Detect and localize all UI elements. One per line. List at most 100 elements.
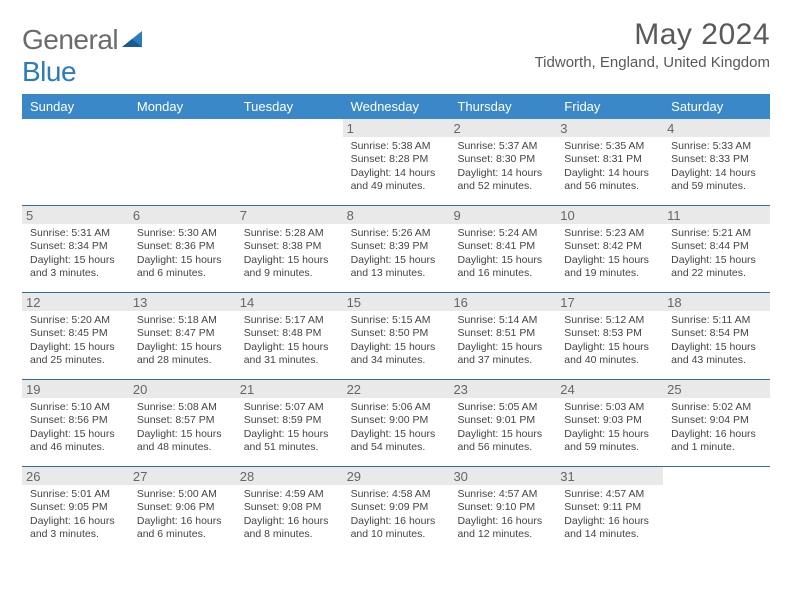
sunset-text: Sunset: 8:59 PM	[244, 414, 337, 427]
day-cell: 29Sunrise: 4:58 AMSunset: 9:09 PMDayligh…	[343, 467, 450, 553]
day-number: 3	[556, 119, 663, 137]
sunrise-text: Sunrise: 5:00 AM	[137, 488, 230, 501]
weekday-wed: Wednesday	[343, 94, 450, 119]
sunrise-text: Sunrise: 4:57 AM	[457, 488, 550, 501]
daylight-text: Daylight: 15 hours and 40 minutes.	[564, 341, 657, 368]
day-number: 25	[663, 380, 770, 398]
day-number: 2	[449, 119, 556, 137]
daylight-text: Daylight: 14 hours and 56 minutes.	[564, 167, 657, 194]
day-number: 19	[22, 380, 129, 398]
day-number: 9	[449, 206, 556, 224]
day-cell: 25 Sunrise: 5:02 AMSunset: 9:04 PMDayligh…	[663, 380, 770, 466]
day-number: 4	[663, 119, 770, 137]
daylight-text: Daylight: 15 hours and 19 minutes.	[564, 254, 657, 281]
sunset-text: Sunset: 9:08 PM	[244, 501, 337, 514]
sunset-text: Sunset: 8:47 PM	[137, 327, 230, 340]
sunset-text: Sunset: 8:34 PM	[30, 240, 123, 253]
day-number: 22	[343, 380, 450, 398]
daylight-text: Daylight: 16 hours and 3 minutes.	[30, 515, 123, 542]
daylight-text: Daylight: 15 hours and 13 minutes.	[351, 254, 444, 281]
sunrise-text: Sunrise: 5:11 AM	[671, 314, 764, 327]
day-number: 16	[449, 293, 556, 311]
sunrise-text: Sunrise: 5:35 AM	[564, 140, 657, 153]
weekday-sun: Sunday	[22, 94, 129, 119]
daylight-text: Daylight: 16 hours and 1 minute.	[671, 428, 764, 455]
sunset-text: Sunset: 8:44 PM	[671, 240, 764, 253]
day-cell: 6Sunrise: 5:30 AMSunset: 8:36 PMDaylight…	[129, 206, 236, 292]
calendar-body: 1Sunrise: 5:38 AMSunset: 8:28 PMDaylight…	[22, 119, 770, 553]
daylight-text: Daylight: 15 hours and 9 minutes.	[244, 254, 337, 281]
day-cell	[663, 467, 770, 553]
sunrise-text: Sunrise: 5:01 AM	[30, 488, 123, 501]
day-number: 20	[129, 380, 236, 398]
sunrise-text: Sunrise: 5:14 AM	[457, 314, 550, 327]
sunrise-text: Sunrise: 5:12 AM	[564, 314, 657, 327]
day-cell	[22, 119, 129, 205]
day-cell: 5Sunrise: 5:31 AMSunset: 8:34 PMDaylight…	[22, 206, 129, 292]
sunset-text: Sunset: 8:33 PM	[671, 153, 764, 166]
day-number: 14	[236, 293, 343, 311]
sunset-text: Sunset: 8:48 PM	[244, 327, 337, 340]
sunset-text: Sunset: 9:04 PM	[671, 414, 764, 427]
day-number: 23	[449, 380, 556, 398]
day-number: 28	[236, 467, 343, 485]
sunrise-text: Sunrise: 5:24 AM	[457, 227, 550, 240]
daylight-text: Daylight: 15 hours and 34 minutes.	[351, 341, 444, 368]
sunrise-text: Sunrise: 5:06 AM	[351, 401, 444, 414]
day-cell: 8Sunrise: 5:26 AMSunset: 8:39 PMDaylight…	[343, 206, 450, 292]
day-cell: 7Sunrise: 5:28 AMSunset: 8:38 PMDaylight…	[236, 206, 343, 292]
logo: General Blue	[22, 24, 146, 88]
daylight-text: Daylight: 15 hours and 3 minutes.	[30, 254, 123, 281]
day-number: 30	[449, 467, 556, 485]
day-cell: 10Sunrise: 5:23 AMSunset: 8:42 PMDayligh…	[556, 206, 663, 292]
day-number: 5	[22, 206, 129, 224]
sunset-text: Sunset: 8:30 PM	[457, 153, 550, 166]
sunset-text: Sunset: 9:00 PM	[351, 414, 444, 427]
calendar-row: 26Sunrise: 5:01 AMSunset: 9:05 PMDayligh…	[22, 467, 770, 553]
sunset-text: Sunset: 8:31 PM	[564, 153, 657, 166]
day-cell: 17Sunrise: 5:12 AMSunset: 8:53 PMDayligh…	[556, 293, 663, 379]
sunrise-text: Sunrise: 5:02 AM	[671, 401, 764, 414]
month-title: May 2024	[535, 18, 770, 52]
day-number: 31	[556, 467, 663, 485]
day-number: 11	[663, 206, 770, 224]
title-block: May 2024 Tidworth, England, United Kingd…	[535, 18, 770, 71]
daylight-text: Daylight: 15 hours and 54 minutes.	[351, 428, 444, 455]
day-cell	[129, 119, 236, 205]
sunrise-text: Sunrise: 5:37 AM	[457, 140, 550, 153]
sunrise-text: Sunrise: 5:30 AM	[137, 227, 230, 240]
day-cell: 30Sunrise: 4:57 AMSunset: 9:10 PMDayligh…	[449, 467, 556, 553]
logo-text: General Blue	[22, 24, 146, 88]
sunrise-text: Sunrise: 5:18 AM	[137, 314, 230, 327]
sunset-text: Sunset: 9:06 PM	[137, 501, 230, 514]
daylight-text: Daylight: 14 hours and 59 minutes.	[671, 167, 764, 194]
daylight-text: Daylight: 16 hours and 12 minutes.	[457, 515, 550, 542]
calendar-page: General Blue May 2024 Tidworth, England,…	[0, 0, 792, 563]
sunset-text: Sunset: 9:09 PM	[351, 501, 444, 514]
sunset-text: Sunset: 8:38 PM	[244, 240, 337, 253]
sunset-text: Sunset: 8:56 PM	[30, 414, 123, 427]
sunset-text: Sunset: 8:57 PM	[137, 414, 230, 427]
sunrise-text: Sunrise: 4:59 AM	[244, 488, 337, 501]
weekday-thu: Thursday	[449, 94, 556, 119]
daylight-text: Daylight: 15 hours and 6 minutes.	[137, 254, 230, 281]
logo-word-general: General	[22, 24, 118, 55]
day-cell: 19Sunrise: 5:10 AMSunset: 8:56 PMDayligh…	[22, 380, 129, 466]
day-number: 27	[129, 467, 236, 485]
daylight-text: Daylight: 16 hours and 6 minutes.	[137, 515, 230, 542]
day-cell: 13Sunrise: 5:18 AMSunset: 8:47 PMDayligh…	[129, 293, 236, 379]
sunrise-text: Sunrise: 5:38 AM	[351, 140, 444, 153]
sunrise-text: Sunrise: 5:07 AM	[244, 401, 337, 414]
day-cell: 23Sunrise: 5:05 AMSunset: 9:01 PMDayligh…	[449, 380, 556, 466]
weekday-fri: Friday	[556, 94, 663, 119]
day-cell: 31Sunrise: 4:57 AMSunset: 9:11 PMDayligh…	[556, 467, 663, 553]
sunset-text: Sunset: 9:03 PM	[564, 414, 657, 427]
sunrise-text: Sunrise: 5:33 AM	[671, 140, 764, 153]
location-text: Tidworth, England, United Kingdom	[535, 54, 770, 71]
sunset-text: Sunset: 8:39 PM	[351, 240, 444, 253]
day-cell: 4 Sunrise: 5:33 AMSunset: 8:33 PMDaylight…	[663, 119, 770, 205]
sunrise-text: Sunrise: 5:28 AM	[244, 227, 337, 240]
sunset-text: Sunset: 8:45 PM	[30, 327, 123, 340]
calendar-row: 5Sunrise: 5:31 AMSunset: 8:34 PMDaylight…	[22, 206, 770, 293]
sunset-text: Sunset: 8:36 PM	[137, 240, 230, 253]
